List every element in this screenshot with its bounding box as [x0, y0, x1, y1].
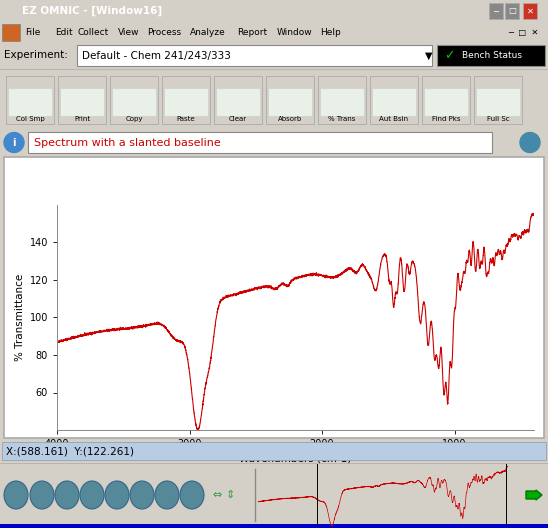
Text: ✓: ✓: [444, 49, 454, 62]
Bar: [2, 442, 546, 460]
Bar: [440, 47, 458, 64]
Y-axis label: % Transmittance: % Transmittance: [15, 274, 25, 361]
Text: View: View: [118, 28, 140, 37]
Bar: [0, 524, 548, 528]
Bar: [424, 88, 468, 116]
Text: Default - Chem 241/243/333: Default - Chem 241/243/333: [82, 51, 231, 61]
Text: Aut Bsln: Aut Bsln: [379, 116, 409, 122]
Bar: [6, 76, 54, 124]
Text: Bench Status: Bench Status: [462, 51, 522, 60]
Text: ─  □  ✕: ─ □ ✕: [508, 28, 538, 37]
Text: ─: ─: [494, 6, 499, 15]
Ellipse shape: [155, 481, 179, 509]
Bar: [372, 88, 416, 116]
Text: Copy: Copy: [125, 116, 142, 122]
Text: File: File: [25, 28, 41, 37]
Bar: [320, 88, 364, 116]
Bar: [28, 132, 492, 153]
Bar: [8, 88, 52, 116]
Text: X:(588.161)  Y:(122.261): X:(588.161) Y:(122.261): [6, 446, 134, 456]
Text: Spectrum with a slanted baseline: Spectrum with a slanted baseline: [34, 137, 221, 147]
Circle shape: [4, 133, 24, 153]
Ellipse shape: [4, 481, 28, 509]
Text: □: □: [508, 6, 516, 15]
Text: Col Smp: Col Smp: [16, 116, 44, 122]
Bar: [216, 88, 260, 116]
Bar: [476, 88, 520, 116]
Bar: [474, 76, 522, 124]
Text: Report: Report: [237, 28, 267, 37]
Text: Paste: Paste: [176, 116, 195, 122]
Bar: [164, 88, 208, 116]
Bar: [422, 76, 470, 124]
Text: Find Pks: Find Pks: [432, 116, 460, 122]
Text: Clear: Clear: [229, 116, 247, 122]
Bar: [60, 88, 104, 116]
X-axis label: Wavenumbers (cm-1): Wavenumbers (cm-1): [239, 453, 352, 463]
Text: ⇔: ⇔: [212, 490, 222, 500]
Text: Print: Print: [74, 116, 90, 122]
Text: Edit: Edit: [55, 28, 73, 37]
Text: EZ OMNIC - [Window16]: EZ OMNIC - [Window16]: [22, 6, 162, 16]
Ellipse shape: [55, 481, 79, 509]
Text: Analyze: Analyze: [190, 28, 226, 37]
Ellipse shape: [80, 481, 104, 509]
Text: i: i: [12, 137, 16, 147]
Bar: [266, 76, 314, 124]
Text: ✕: ✕: [527, 6, 534, 15]
Bar: [77, 45, 432, 66]
Ellipse shape: [130, 481, 154, 509]
Bar: [58, 76, 106, 124]
Bar: [523, 3, 537, 19]
Bar: [489, 3, 503, 19]
Bar: [268, 88, 312, 116]
Bar: [370, 76, 418, 124]
Text: Collect: Collect: [78, 28, 109, 37]
Bar: [214, 76, 262, 124]
Text: ▼: ▼: [425, 51, 432, 61]
Text: Window: Window: [277, 28, 312, 37]
Bar: [162, 76, 210, 124]
Text: Full Sc: Full Sc: [487, 116, 509, 122]
Bar: [318, 76, 366, 124]
Ellipse shape: [105, 481, 129, 509]
FancyArrow shape: [526, 490, 542, 500]
Bar: [110, 76, 158, 124]
Bar: [112, 88, 156, 116]
Text: Experiment:: Experiment:: [4, 51, 68, 61]
Text: ⇕: ⇕: [225, 490, 235, 500]
Bar: [505, 3, 519, 19]
Bar: [2, 24, 20, 41]
Text: % Trans: % Trans: [328, 116, 356, 122]
Text: Absorb: Absorb: [278, 116, 302, 122]
Text: Help: Help: [320, 28, 341, 37]
Ellipse shape: [180, 481, 204, 509]
Bar: [437, 45, 545, 66]
Text: Process: Process: [147, 28, 181, 37]
Ellipse shape: [30, 481, 54, 509]
Circle shape: [520, 133, 540, 153]
